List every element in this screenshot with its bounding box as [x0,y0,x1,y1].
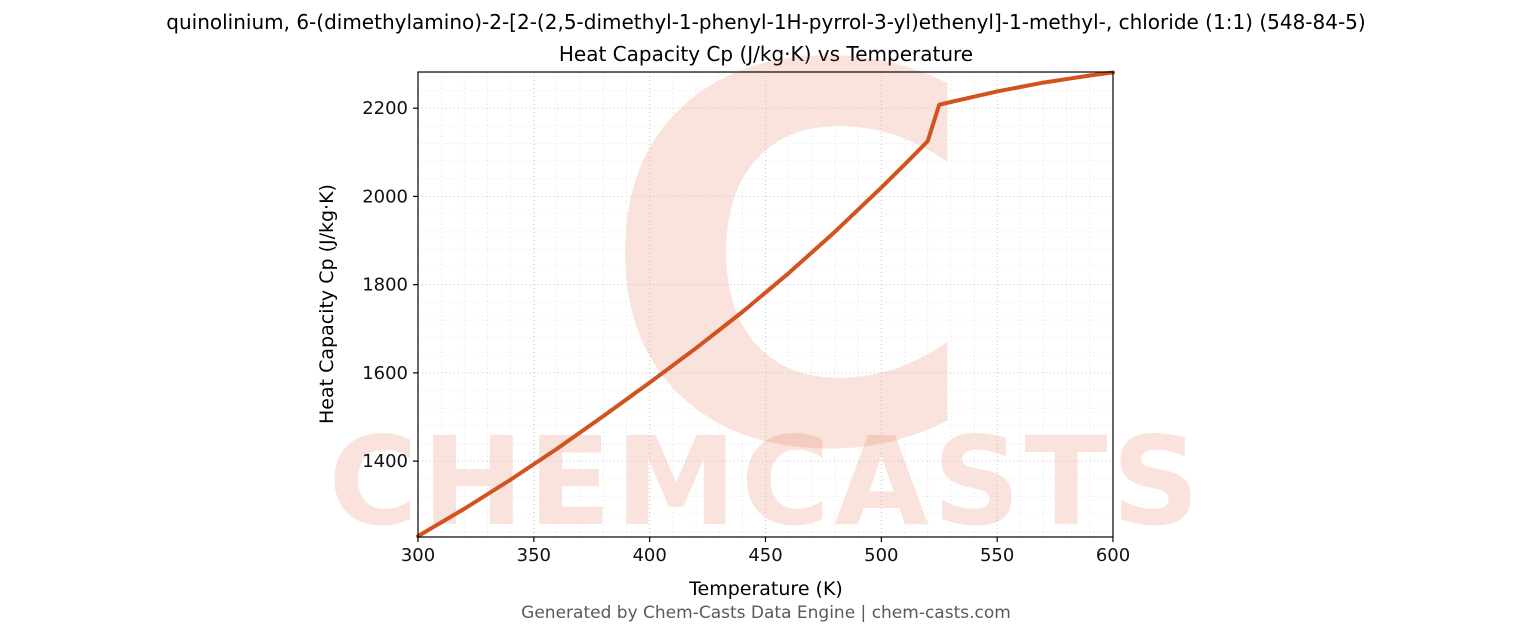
y-axis-label: Heat Capacity Cp (J/kg·K) [316,184,338,424]
x-tick-label: 300 [401,545,435,566]
x-tick-label: 550 [980,545,1014,566]
y-tick-label: 2000 [362,186,408,207]
y-tick-label: 2200 [362,98,408,119]
y-tick-label: 1400 [362,451,408,472]
footer-attribution: Generated by Chem-Casts Data Engine | ch… [521,603,1011,623]
chart-subtitle: Heat Capacity Cp (J/kg·K) vs Temperature [558,42,974,66]
chart-title-compound: quinolinium, 6-(dimethylamino)-2-[2-(2,5… [166,10,1366,34]
x-tick-label: 400 [632,545,666,566]
x-tick-label: 350 [517,545,551,566]
y-tick-label: 1600 [362,363,408,384]
x-axis-label: Temperature (K) [689,578,843,600]
y-tick-label: 1800 [362,275,408,296]
x-tick-label: 600 [1096,545,1130,566]
x-tick-label: 450 [748,545,782,566]
series-line [416,70,1115,539]
x-tick-label: 500 [864,545,898,566]
